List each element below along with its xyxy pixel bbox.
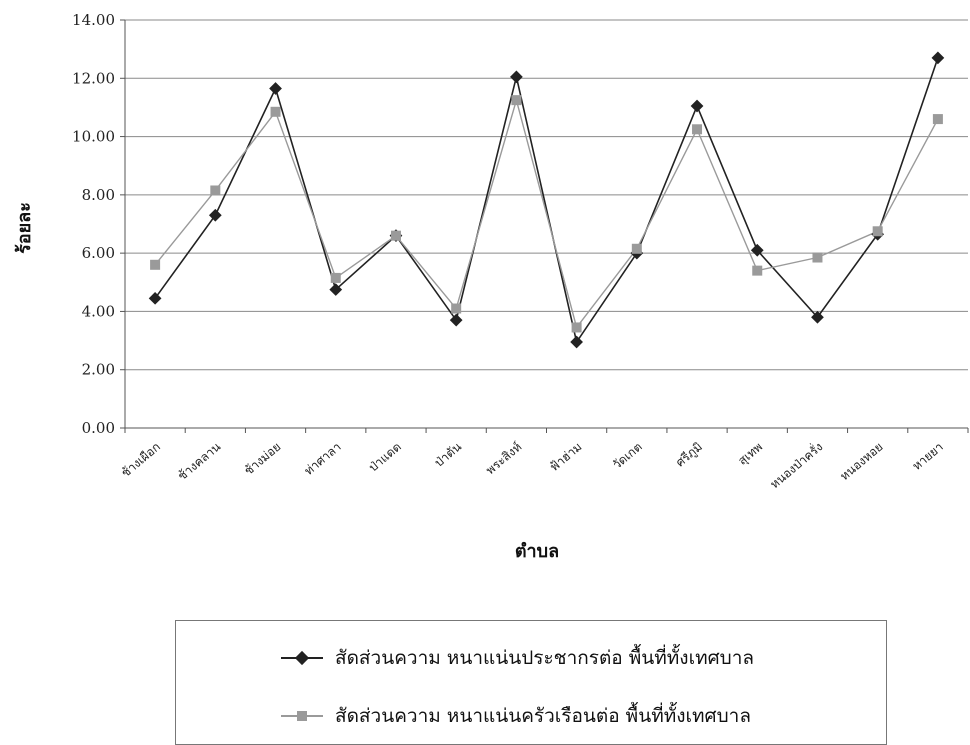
data-point-square <box>571 322 582 333</box>
data-point-square <box>692 124 703 135</box>
legend-swatch-diamond-icon <box>281 650 323 666</box>
legend-label-households: สัดส่วนความ หนาแน่นครัวเรือนต่อ พื้นที่ท… <box>335 705 751 727</box>
data-point-diamond <box>931 51 945 65</box>
x-tick-label: ศรีภูมิ <box>673 440 706 471</box>
y-tick-label: 4.00 <box>82 302 115 320</box>
x-axis-title: ตำบล <box>515 541 559 562</box>
data-point-diamond <box>449 313 463 327</box>
data-point-square <box>150 259 161 270</box>
data-point-square <box>631 243 642 254</box>
series-line <box>154 97 939 330</box>
y-tick-label: 6.00 <box>82 244 115 262</box>
legend: สัดส่วนความ หนาแน่นประชากรต่อ พื้นที่ทั้… <box>175 620 887 745</box>
data-point-diamond <box>148 291 162 305</box>
y-tick-label: 12.00 <box>72 69 115 87</box>
data-point-diamond <box>329 283 343 296</box>
data-point-square <box>812 252 823 263</box>
x-tick-label: ป่าตัน <box>432 440 464 470</box>
x-tick-label: ป่าแดด <box>366 440 404 475</box>
y-tick-label: 0.00 <box>82 419 115 437</box>
x-tick-label: วัดเกต <box>610 440 645 472</box>
x-tick-label: ช้างคลาน <box>175 440 223 484</box>
data-point-square <box>511 95 522 106</box>
y-tick-label: 14.00 <box>72 11 115 29</box>
data-point-square <box>210 185 221 196</box>
axes <box>120 19 969 433</box>
data-point-square <box>390 230 401 241</box>
data-point-diamond <box>208 208 222 222</box>
x-tick-label: หนองป่าครั่ง <box>766 438 825 491</box>
x-tick-label: สุเทพ <box>735 440 766 469</box>
y-tick-labels: 0.00 2.00 4.00 6.00 8.00 10.00 12.00 14.00 <box>72 11 115 437</box>
data-point-diamond <box>269 82 282 95</box>
x-tick-label: ช้างม่อย <box>242 440 284 478</box>
x-tick-label: หนองหอย <box>837 440 885 484</box>
data-point-diamond <box>570 335 583 349</box>
line-chart: 0.00 2.00 4.00 6.00 8.00 10.00 12.00 14.00 ช้าง… <box>14 11 969 562</box>
data-point-square <box>752 265 763 276</box>
series-lines <box>154 57 939 345</box>
series-line <box>154 57 939 345</box>
x-tick-label: ช้างเผือก <box>119 440 164 481</box>
data-point-diamond <box>510 70 523 84</box>
data-point-diamond <box>690 99 704 113</box>
x-tick-label: ท่าศาลา <box>302 440 344 478</box>
y-tick-label: 8.00 <box>82 186 115 204</box>
data-point-square <box>330 272 341 283</box>
y-tick-label: 2.00 <box>82 361 115 379</box>
x-tick-labels: ช้างเผือก ช้างคลาน ช้างม่อย ท่าศาลา ป่าแดด ป่… <box>119 438 946 491</box>
data-point-square <box>270 106 281 117</box>
legend-item-households: สัดส่วนความ หนาแน่นครัวเรือนต่อ พื้นที่ท… <box>281 701 751 731</box>
data-point-square <box>872 226 883 237</box>
legend-swatch-square-icon <box>281 711 323 721</box>
data-point-square <box>451 303 462 314</box>
data-point-square <box>932 114 943 125</box>
x-tick-label: หายยา <box>910 440 946 474</box>
x-tick-label: ฟ้าฮ่าม <box>547 440 585 475</box>
x-tick-label: พระสิงห์ <box>483 440 524 478</box>
y-tick-label: 10.00 <box>72 128 115 146</box>
gridlines <box>125 19 968 429</box>
series-markers <box>148 51 945 349</box>
legend-label-population: สัดส่วนความ หนาแน่นประชากรต่อ พื้นที่ทั้… <box>335 647 755 669</box>
legend-item-population: สัดส่วนความ หนาแน่นประชากรต่อ พื้นที่ทั้… <box>281 643 754 673</box>
y-axis-title: ร้อยละ <box>14 202 35 254</box>
